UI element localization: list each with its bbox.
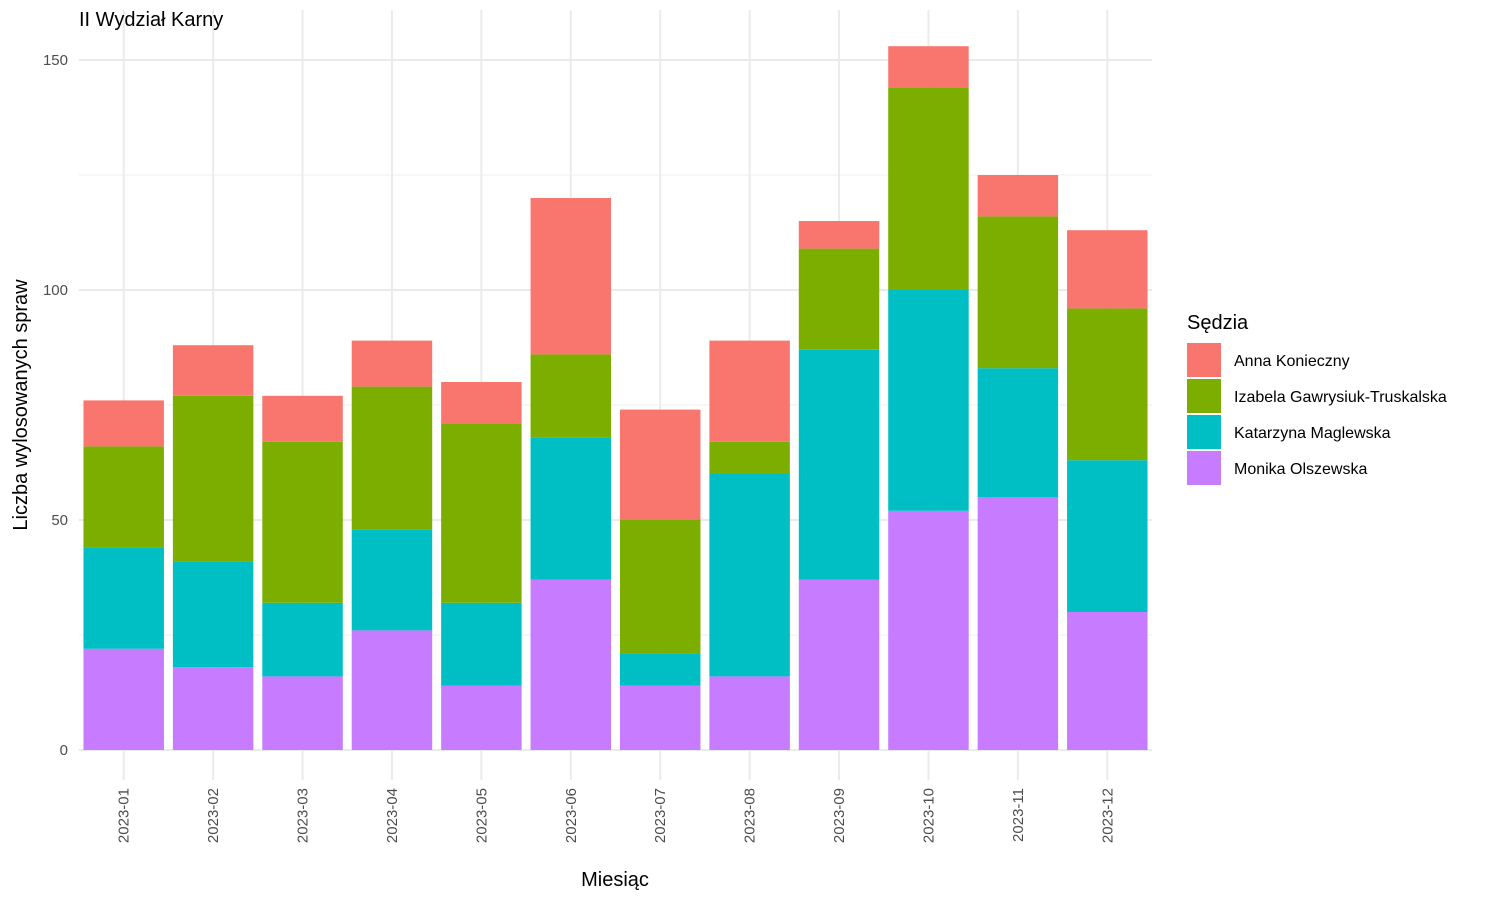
bar-segment (441, 602, 522, 686)
legend-swatch (1187, 379, 1221, 413)
bars (83, 46, 1148, 750)
bar-segment (351, 630, 433, 750)
bar-segment (977, 216, 1059, 369)
y-axis-ticks: 0 50 100 150 (43, 52, 68, 759)
x-tick-label: 2023-10 (920, 788, 937, 843)
bar-segment (709, 676, 790, 750)
bar-segment (709, 441, 790, 474)
bar-segment (1067, 308, 1148, 461)
bar-segment (709, 474, 790, 677)
bar-segment (262, 395, 343, 442)
x-tick-label: 2023-12 (1099, 788, 1116, 843)
bar-segment (172, 561, 254, 668)
bar-segment (977, 368, 1059, 497)
bar-segment (530, 437, 612, 580)
x-tick-label: 2023-08 (742, 788, 759, 843)
x-tick-label: 2023-04 (384, 788, 401, 843)
legend: Sędzia Anna Konieczny Izabela Gawrysiuk-T… (1187, 312, 1447, 485)
bar-segment (83, 446, 164, 548)
x-tick-label: 2023-09 (831, 788, 848, 843)
legend-swatch (1187, 451, 1221, 485)
x-axis-ticks: 2023-01 2023-02 2023-03 2023-04 2023-05 2023-… (116, 788, 1117, 843)
legend-swatch (1187, 415, 1221, 449)
bar-segment (530, 354, 612, 438)
x-tick-label: 2023-03 (295, 788, 312, 843)
bar-segment (441, 685, 522, 750)
bar-segment (798, 221, 880, 249)
bar-segment (888, 290, 969, 511)
x-tick-label: 2023-05 (473, 788, 490, 843)
bar-segment (83, 400, 164, 447)
bar-segment (888, 87, 969, 290)
legend-title: Sędzia (1187, 312, 1249, 334)
bar-segment (172, 345, 254, 396)
x-axis-title: Miesiąc (581, 869, 649, 891)
bar-segment (619, 653, 701, 686)
bar-segment (1067, 230, 1148, 309)
bar-segment (619, 409, 701, 520)
bar-segment (977, 497, 1059, 750)
bar-segment (441, 382, 522, 424)
legend-label: Monika Olszewska (1234, 461, 1367, 478)
bar-segment (619, 520, 701, 654)
x-tick-label: 2023-11 (1010, 788, 1027, 842)
legend-label: Izabela Gawrysiuk-Truskalska (1234, 389, 1447, 406)
y-tick-label: 50 (51, 512, 68, 529)
x-tick-label: 2023-06 (563, 788, 580, 843)
bar-segment (172, 395, 254, 562)
bar-segment (262, 441, 343, 603)
bar-segment (351, 340, 433, 387)
bar-segment (351, 529, 433, 631)
bar-segment (1067, 460, 1148, 612)
y-tick-label: 150 (43, 52, 68, 69)
bar-segment (530, 198, 612, 355)
bar-segment (262, 676, 343, 750)
x-tick-label: 2023-07 (652, 788, 669, 843)
bar-segment (977, 175, 1059, 217)
y-tick-label: 100 (43, 282, 68, 299)
legend-label: Katarzyna Maglewska (1234, 425, 1391, 442)
bar-segment (530, 579, 612, 750)
legend-label: Anna Konieczny (1234, 353, 1350, 370)
bar-segment (83, 648, 164, 750)
bar-segment (709, 340, 790, 442)
bar-segment (888, 510, 969, 750)
x-tick-label: 2023-01 (116, 788, 133, 843)
y-tick-label: 0 (60, 742, 68, 759)
bar-segment (1067, 612, 1148, 750)
bar-segment (619, 685, 701, 750)
bar-segment (83, 547, 164, 649)
bar-segment (798, 248, 880, 350)
legend-swatch (1187, 343, 1221, 377)
chart-title: II Wydział Karny (79, 9, 223, 31)
bar-segment (262, 602, 343, 677)
bar-segment (798, 349, 880, 580)
bar-segment (172, 667, 254, 750)
x-tick-label: 2023-02 (205, 788, 222, 843)
bar-segment (441, 423, 522, 603)
bar-segment (351, 386, 433, 530)
y-axis-title: Liczba wylosowanych spraw (10, 279, 32, 531)
bar-segment (798, 579, 880, 750)
bar-segment (888, 46, 969, 88)
